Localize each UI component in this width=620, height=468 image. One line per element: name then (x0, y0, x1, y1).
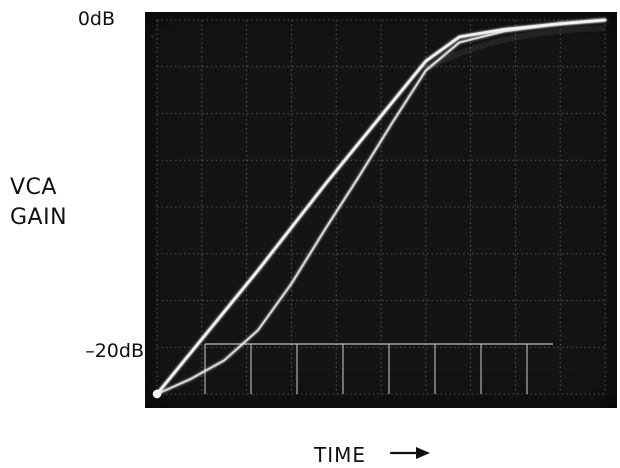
series-1-point-2 (189, 351, 192, 354)
series-2-point-5 (290, 282, 293, 285)
series-1-point-4 (256, 269, 259, 272)
trace-layer (155, 18, 607, 396)
y-axis-label-line-2: GAIN (10, 205, 68, 230)
series-2-point-7 (357, 176, 360, 178)
point-layer (152, 19, 606, 399)
series-2-point-11 (503, 30, 506, 33)
series-2-point-9 (424, 69, 427, 72)
series-1-point-9 (424, 60, 427, 63)
series-1-point-6 (324, 183, 326, 186)
series-2-point-13 (604, 19, 606, 21)
series-1-point-8 (391, 101, 394, 104)
series-2-point-8 (391, 121, 394, 124)
series-2-point-1 (152, 389, 162, 399)
oscilloscope-screen (145, 12, 617, 408)
series-2-point-2 (189, 378, 192, 380)
series-2-point-4 (256, 329, 259, 332)
right-arrow-icon (390, 447, 430, 459)
series-2-point-12 (559, 22, 562, 25)
series-2-point-10 (458, 41, 461, 44)
y-tick-label-bottom: –20dB (85, 340, 144, 362)
x-axis-label: TIME (314, 443, 367, 467)
series-line-2 (156, 19, 606, 395)
series-2-point-6 (324, 228, 326, 231)
grid-layer (156, 19, 606, 395)
y-axis-label-line-1: VCA (10, 175, 57, 200)
series-1-point-5 (290, 226, 293, 229)
trace-glow-smear (423, 25, 606, 72)
series-1-point-11 (503, 28, 506, 31)
series-2-point-3 (223, 359, 226, 362)
chart-canvas (152, 18, 607, 399)
series-1-point-10 (458, 35, 461, 38)
series-1-point-13 (604, 19, 606, 21)
y-tick-label-top: 0dB (77, 8, 115, 30)
series-line-1 (155, 18, 607, 396)
small-mark (151, 35, 154, 38)
series-1-point-3 (223, 310, 226, 313)
y-axis-label: VCA GAIN (10, 173, 88, 233)
series-1-point-12 (559, 22, 562, 25)
series-1-point-7 (357, 142, 360, 145)
